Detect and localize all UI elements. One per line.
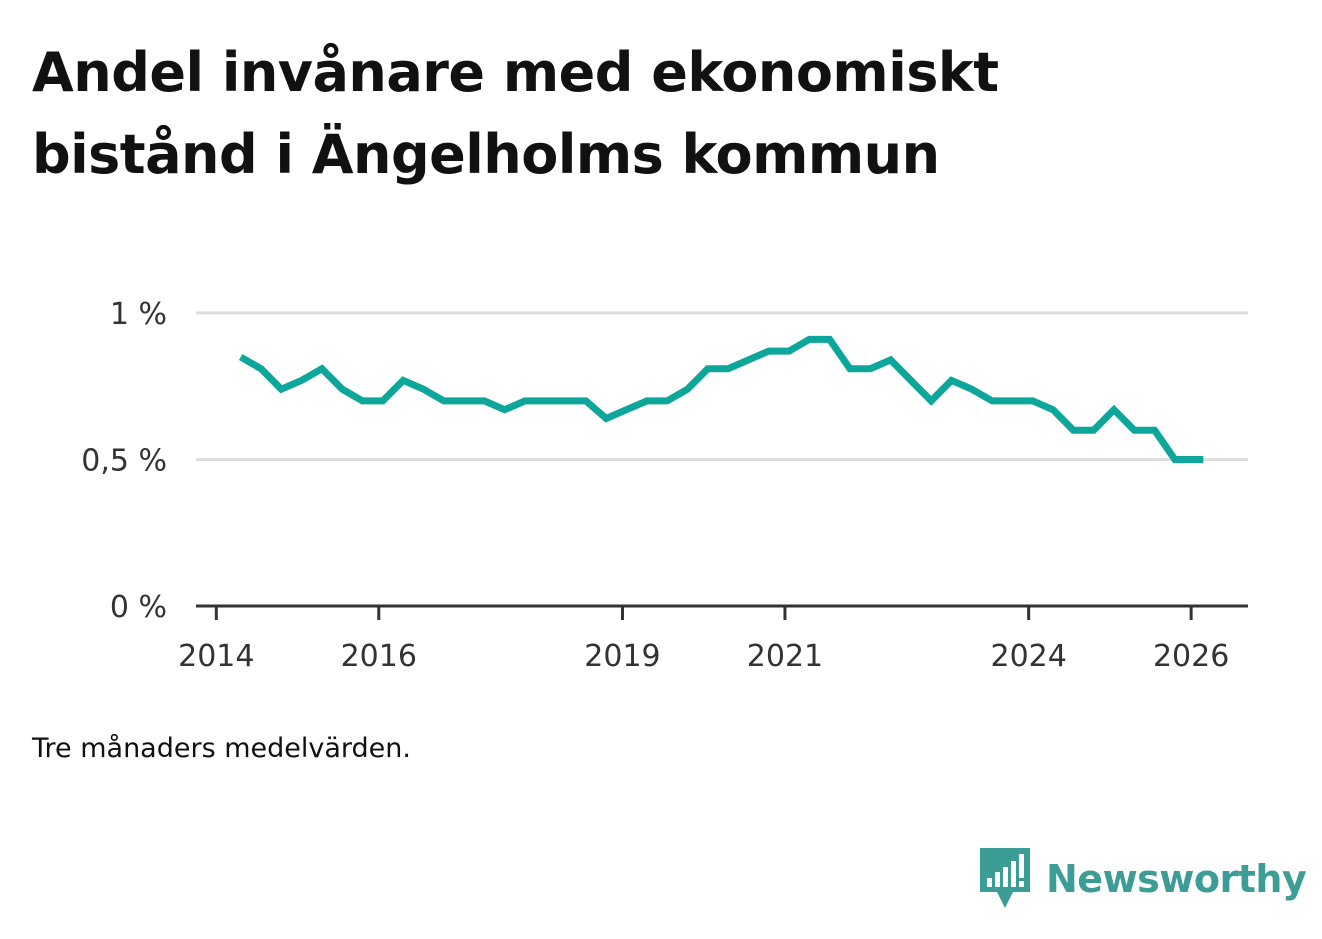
chart-title: Andel invånare med ekonomiskt bistånd i … [32,41,999,186]
x-tick-label: 2021 [747,639,823,674]
x-tick-label: 2026 [1153,639,1229,674]
newsworthy-logo-icon [980,848,1030,908]
chart-note: Tre månaders medelvärden. [32,733,411,764]
y-axis-ticks: 0 % 0,5 % 1 % [81,297,167,625]
series [238,335,1204,463]
x-axis-ticks: 2014 2016 2019 2021 2024 2026 [178,606,1229,674]
x-tick-label: 2019 [584,639,660,674]
y-tick-label: 1 % [110,297,167,332]
brand-logo: Newsworthy [980,848,1307,910]
brand-name: Newsworthy [1046,857,1307,901]
x-tick-label: 2024 [990,639,1066,674]
x-tick-label: 2014 [178,639,254,674]
gridlines [196,311,1248,461]
series-line [238,335,1204,463]
y-tick-label: 0 % [110,590,167,625]
y-tick-label: 0,5 % [81,444,167,479]
x-tick-label: 2016 [341,639,417,674]
